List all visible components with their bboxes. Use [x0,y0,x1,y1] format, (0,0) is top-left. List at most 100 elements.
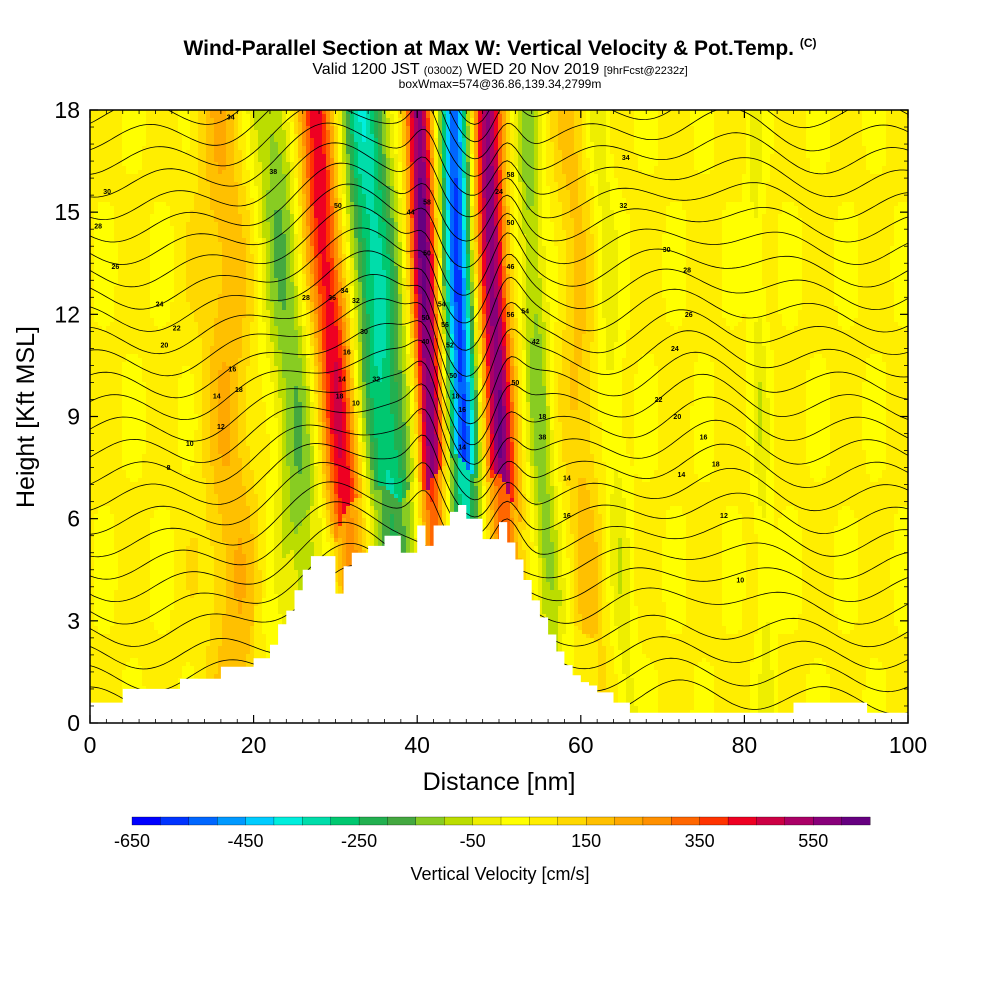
velocity-cell [178,446,183,451]
velocity-cell [126,350,131,355]
velocity-cell [182,166,187,171]
velocity-cell [178,494,183,499]
velocity-cell [154,342,159,347]
velocity-cell [186,250,191,255]
velocity-cell [102,570,107,575]
velocity-cell [98,582,103,587]
velocity-cell [170,158,175,163]
velocity-cell [122,458,127,463]
velocity-cell [170,278,175,283]
velocity-cell [186,538,191,543]
velocity-cell [178,366,183,371]
velocity-cell [194,654,199,659]
velocity-cell [198,674,203,679]
velocity-cell [94,510,99,515]
velocity-cell [146,134,151,139]
velocity-cell [178,466,183,471]
velocity-cell [126,294,131,299]
velocity-cell [162,626,167,631]
velocity-cell [214,510,219,515]
velocity-cell [170,530,175,535]
velocity-cell [126,538,131,543]
velocity-cell [118,430,123,435]
velocity-cell [218,138,223,143]
velocity-cell [106,334,111,339]
velocity-cell [174,538,179,543]
velocity-cell [186,410,191,415]
velocity-cell [154,238,159,243]
velocity-cell [190,654,195,659]
velocity-cell [94,262,99,267]
velocity-cell [158,458,163,463]
velocity-cell [214,118,219,123]
velocity-cell [142,362,147,367]
velocity-cell [130,266,135,271]
velocity-cell [206,226,211,231]
velocity-cell [158,478,163,483]
velocity-cell [218,358,223,363]
velocity-cell [130,222,135,227]
velocity-cell [122,246,127,251]
velocity-cell [134,210,139,215]
velocity-cell [210,630,215,635]
velocity-cell [174,554,179,559]
velocity-cell [170,538,175,543]
velocity-cell [218,258,223,263]
velocity-cell [106,506,111,511]
velocity-cell [162,134,167,139]
velocity-cell [118,590,123,595]
velocity-cell [166,398,171,403]
velocity-cell [190,426,195,431]
velocity-cell [174,442,179,447]
velocity-cell [198,562,203,567]
velocity-cell [98,694,103,699]
velocity-cell [206,650,211,655]
velocity-cell [162,398,167,403]
velocity-cell [126,474,131,479]
velocity-cell [190,430,195,435]
velocity-cell [178,426,183,431]
velocity-cell [214,654,219,659]
velocity-cell [134,614,139,619]
velocity-cell [138,498,143,503]
velocity-cell [186,230,191,235]
velocity-cell [146,450,151,455]
velocity-cell [170,254,175,259]
velocity-cell [114,166,119,171]
velocity-cell [94,126,99,131]
velocity-cell [158,666,163,671]
velocity-cell [102,590,107,595]
velocity-cell [206,618,211,623]
velocity-cell [114,146,119,151]
velocity-cell [102,206,107,211]
velocity-cell [114,650,119,655]
velocity-cell [162,154,167,159]
velocity-cell [134,222,139,227]
velocity-cell [138,182,143,187]
velocity-cell [130,174,135,179]
velocity-cell [122,550,127,555]
velocity-cell [130,630,135,635]
velocity-cell [126,270,131,275]
velocity-cell [174,406,179,411]
velocity-cell [206,210,211,215]
velocity-cell [162,498,167,503]
velocity-cell [162,294,167,299]
velocity-cell [178,214,183,219]
velocity-cell [126,534,131,539]
velocity-cell [170,674,175,679]
velocity-cell [150,310,155,315]
velocity-cell [138,606,143,611]
velocity-cell [138,266,143,271]
velocity-cell [154,190,159,195]
velocity-cell [166,458,171,463]
velocity-cell [214,138,219,143]
velocity-cell [106,142,111,147]
velocity-cell [162,370,167,375]
velocity-cell [158,162,163,167]
velocity-cell [174,514,179,519]
velocity-cell [98,218,103,223]
velocity-cell [98,514,103,519]
velocity-cell [198,634,203,639]
